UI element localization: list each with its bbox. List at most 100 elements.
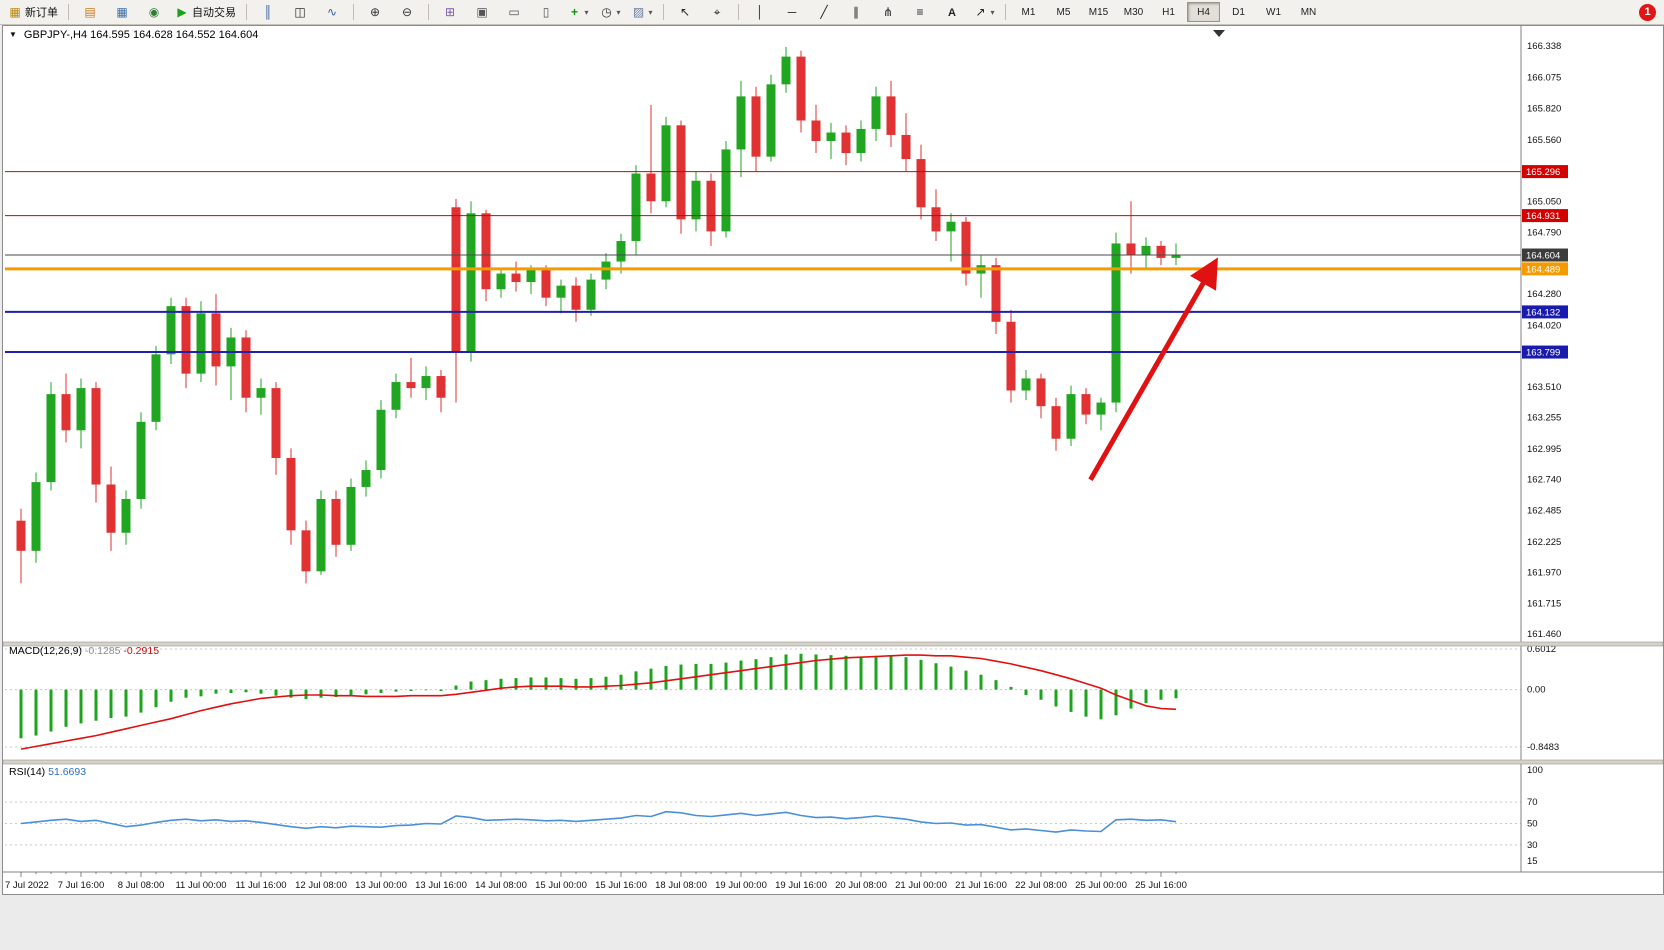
time-axis-label: 20 Jul 08:00: [835, 880, 887, 891]
arrows-button[interactable]: ▾: [969, 1, 999, 23]
cascade-windows-button[interactable]: [467, 1, 497, 23]
price-axis-label: 164.020: [1527, 320, 1561, 331]
rsi-axis-label: 15: [1527, 856, 1538, 867]
time-axis-label: 15 Jul 16:00: [595, 880, 647, 891]
new-order-button[interactable]: 新订单: [4, 1, 62, 23]
pitchfork-button[interactable]: [873, 1, 903, 23]
line-icon: [325, 6, 339, 18]
channel-icon: [849, 6, 863, 18]
line-chart-button[interactable]: [317, 1, 347, 23]
new-order-icon: [8, 6, 22, 18]
cursor-button[interactable]: [670, 1, 700, 23]
time-axis-label: 7 Jul 16:00: [58, 880, 104, 891]
price-axis-label: 162.995: [1527, 444, 1561, 455]
timeframe-h1-button[interactable]: H1: [1162, 6, 1175, 18]
price-axis-label: 161.460: [1527, 629, 1561, 640]
tile-icon: [443, 6, 457, 18]
price-tag: [1522, 262, 1568, 276]
crosshair-icon: [710, 6, 724, 18]
crosshair-button[interactable]: [702, 1, 732, 23]
timeframe-d1-button[interactable]: D1: [1232, 6, 1245, 18]
tile-windows-button[interactable]: [435, 1, 465, 23]
toolbar-separator: [68, 4, 69, 20]
one-click-trading-toggle-icon[interactable]: ▼: [9, 30, 17, 39]
zoom-in-button[interactable]: [360, 1, 390, 23]
horizontal-line-button[interactable]: [777, 1, 807, 23]
timeframe-h4-button[interactable]: H4: [1187, 2, 1220, 22]
channel-button[interactable]: [841, 1, 871, 23]
toolbar-separator: [663, 4, 664, 20]
macd-signal-line: [20, 654, 1177, 750]
time-axis-label: 8 Jul 08:00: [118, 880, 164, 891]
text-button[interactable]: [937, 1, 967, 23]
tile-vertical-button[interactable]: [531, 1, 561, 23]
trendline-button[interactable]: [809, 1, 839, 23]
time-axis-label: 19 Jul 16:00: [775, 880, 827, 891]
macd-main-value: -0.1285: [84, 645, 121, 657]
data-window-button[interactable]: [107, 1, 137, 23]
price-axis-label: 165.820: [1527, 103, 1561, 114]
price-tag-value: 165.296: [1526, 167, 1560, 178]
rsi-axis-label: 30: [1527, 840, 1538, 851]
price-axis-label: 161.715: [1527, 598, 1561, 609]
time-axis-label: 11 Jul 16:00: [235, 880, 286, 891]
indicator-plus-icon: [567, 6, 581, 18]
bars-icon: [261, 6, 275, 18]
timeframe-w1-button[interactable]: W1: [1266, 6, 1281, 18]
fibonacci-button[interactable]: [905, 1, 935, 23]
navigator-button[interactable]: [139, 1, 169, 23]
rsi-name: RSI(14): [9, 766, 46, 778]
timeframe-m15-button[interactable]: M15: [1088, 6, 1109, 18]
chart-title: GBPJPY-,H4 164.595 164.628 164.552 164.6…: [23, 29, 259, 41]
trendline-icon: [817, 6, 831, 18]
trend-arrow[interactable]: [1088, 257, 1218, 481]
macd-panel-splitter[interactable]: [3, 641, 1663, 647]
macd-signal-value: -0.2915: [123, 645, 160, 657]
time-axis-label: 13 Jul 16:00: [415, 880, 467, 891]
bar-chart-button[interactable]: [253, 1, 283, 23]
time-axis-label: 21 Jul 16:00: [955, 880, 1007, 891]
time-axis-label: 22 Jul 08:00: [1015, 880, 1067, 891]
price-tag: [1522, 165, 1568, 179]
tile-v-icon: [539, 6, 553, 18]
chart-window[interactable]: 166.338 166.075 165.820 165.560 165.050 164.7…: [2, 25, 1664, 895]
timeframe-mn-button[interactable]: MN: [1300, 6, 1317, 18]
autotrading-button[interactable]: 自动交易: [171, 1, 240, 23]
fibo-icon: [913, 6, 927, 18]
price-axis-label: 162.225: [1527, 537, 1561, 548]
time-axis-label: 21 Jul 00:00: [895, 880, 947, 891]
rsi-panel-splitter[interactable]: [3, 759, 1663, 765]
indicators-button[interactable]: ▾: [563, 1, 593, 23]
time-axis[interactable]: 7 Jul 2022 7 Jul 16:00 8 Jul 08:00 11 Jul 0…: [5, 872, 1187, 891]
timeframe-m30-button[interactable]: M30: [1123, 6, 1144, 18]
cascade-icon: [475, 6, 489, 18]
zoom-out-button[interactable]: [392, 1, 422, 23]
macd-axis-label: -0.8483: [1527, 742, 1559, 753]
notification-badge[interactable]: 1: [1639, 3, 1656, 21]
chart-shift-marker[interactable]: [1213, 30, 1225, 37]
time-axis-label: 11 Jul 00:00: [175, 880, 226, 891]
tile-horizontal-button[interactable]: [499, 1, 529, 23]
periods-button[interactable]: ▾: [595, 1, 625, 23]
price-tag-value: 163.799: [1526, 348, 1560, 359]
price-axis-label: 161.970: [1527, 568, 1561, 579]
price-chart[interactable]: 166.338 166.075 165.820 165.560 165.050 164.7…: [3, 26, 1663, 894]
candlestick-chart-button[interactable]: [285, 1, 315, 23]
price-axis-label: 164.280: [1527, 289, 1561, 300]
templates-button[interactable]: ▾: [627, 1, 657, 23]
toolbar-separator: [738, 4, 739, 20]
macd-indicator-label: MACD(12,26,9) -0.1285 -0.2915: [9, 645, 159, 657]
navigator-icon: [147, 6, 161, 18]
toolbar-separator: [428, 4, 429, 20]
new-order-button-label: 新订单: [25, 7, 58, 19]
rsi-axis-label: 70: [1527, 797, 1538, 808]
chart-header: ▼ GBPJPY-,H4 164.595 164.628 164.552 164…: [9, 29, 258, 41]
candlesticks: [16, 46, 1181, 584]
timeframe-m1-button[interactable]: M1: [1021, 6, 1036, 18]
time-axis-label: 25 Jul 16:00: [1135, 880, 1187, 891]
price-axis-label: 166.338: [1527, 41, 1561, 52]
vertical-line-button[interactable]: [745, 1, 775, 23]
market-watch-button[interactable]: [75, 1, 105, 23]
price-axis-label: 166.075: [1527, 73, 1561, 84]
timeframe-m5-button[interactable]: M5: [1056, 6, 1071, 18]
